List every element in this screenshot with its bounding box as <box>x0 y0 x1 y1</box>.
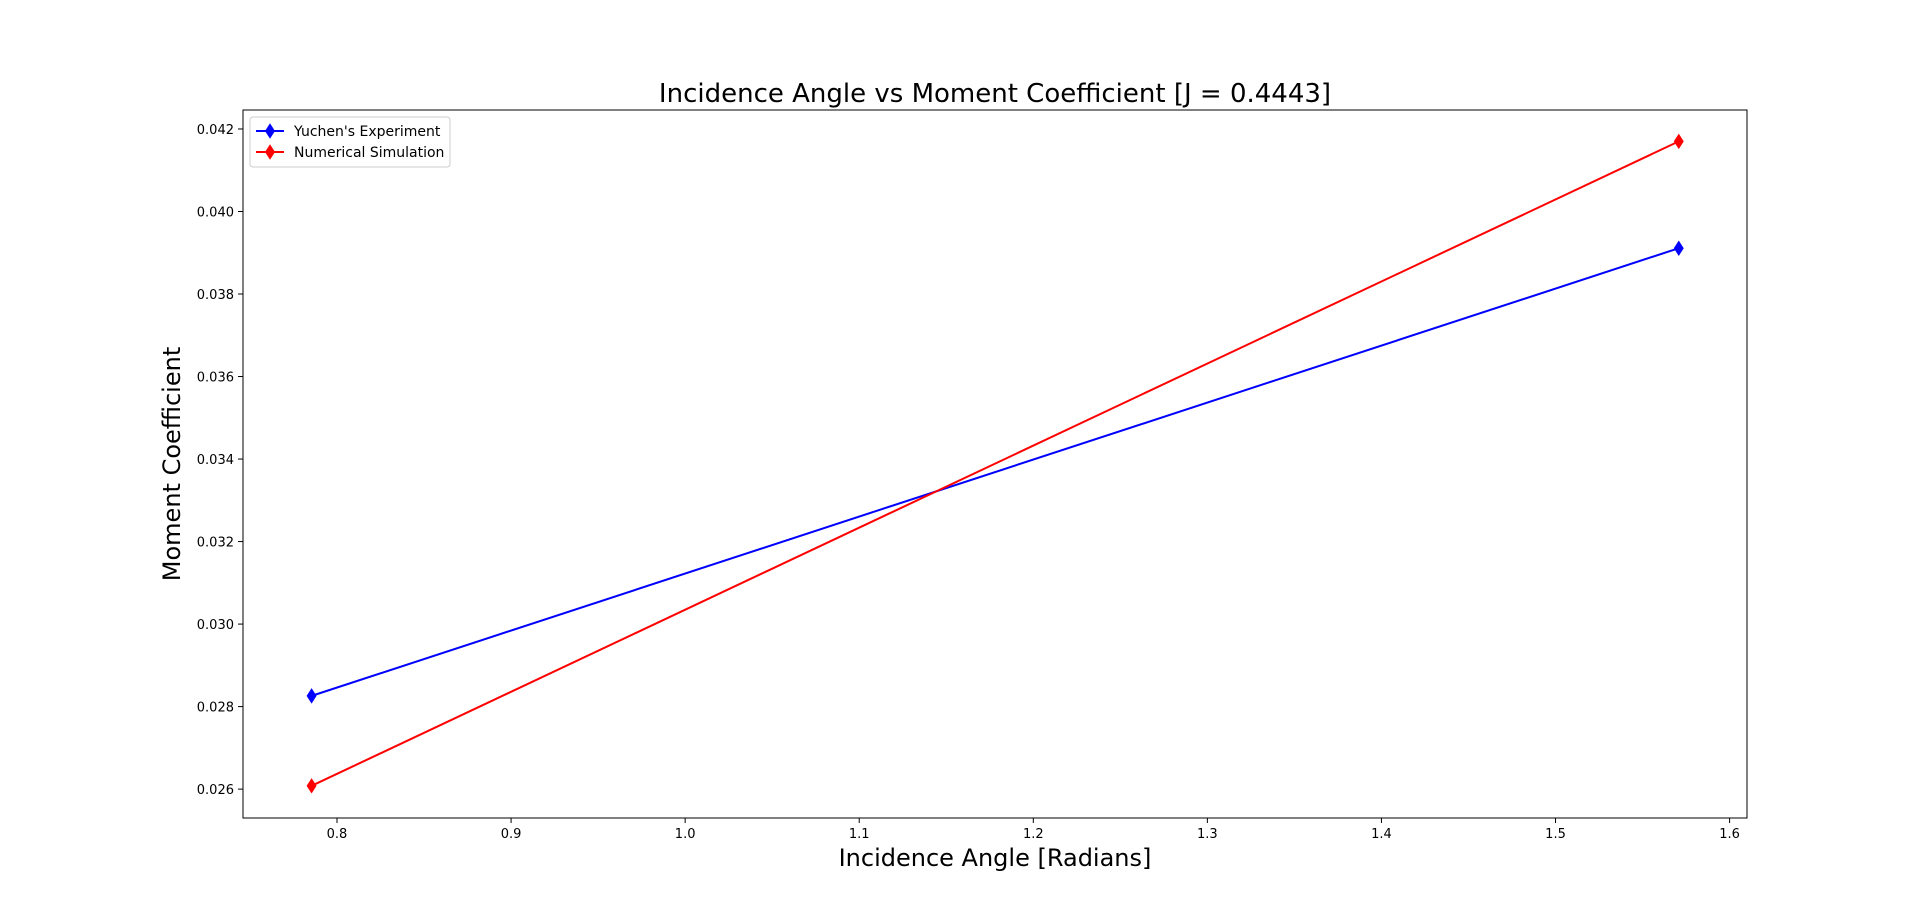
legend-label: Yuchen's Experiment <box>293 124 441 140</box>
series-line <box>311 247 1680 697</box>
x-tick-label: 1.1 <box>849 827 870 842</box>
series-point <box>306 778 317 794</box>
series-point <box>306 688 317 704</box>
series-point <box>1673 240 1684 256</box>
legend-box <box>249 116 451 168</box>
y-tick-label: 0.040 <box>197 205 234 220</box>
series-line <box>311 140 1680 787</box>
axes-frame <box>242 109 1748 819</box>
y-axis-title: Moment Coefficient <box>158 347 186 581</box>
y-tick-label: 0.028 <box>197 701 234 716</box>
legend-marker <box>265 123 275 139</box>
y-tick-label: 0.042 <box>197 123 234 138</box>
plot-area: 0.8 0.9 1.0 1.1 1.2 1.3 1.4 1.5 1.6 0.026 0.028 0.0… <box>197 109 1748 842</box>
series-point <box>1673 133 1684 150</box>
y-tick-label: 0.038 <box>197 288 234 303</box>
y-tick-label: 0.036 <box>197 371 234 386</box>
chart-title: Incidence Angle vs Moment Coefficient [J… <box>659 79 1331 109</box>
x-tick-label: 1.3 <box>1197 827 1218 842</box>
x-tick-label: 0.8 <box>327 827 348 842</box>
legend-label: Numerical Simulation <box>294 145 444 161</box>
y-tick-label: 0.030 <box>197 618 234 633</box>
x-tick-label: 1.6 <box>1719 827 1740 842</box>
x-axis-title: Incidence Angle [Radians] <box>839 844 1152 872</box>
x-tick-label: 0.9 <box>501 827 522 842</box>
y-tick-label: 0.026 <box>197 783 234 798</box>
y-tick-label: 0.032 <box>197 536 234 551</box>
y-tick-label: 0.034 <box>197 453 234 468</box>
x-tick-label: 1.0 <box>675 827 696 842</box>
x-tick-label: 1.4 <box>1371 827 1392 842</box>
x-tick-label: 1.5 <box>1545 827 1566 842</box>
legend-marker <box>265 144 275 160</box>
x-tick-label: 1.2 <box>1023 827 1044 842</box>
